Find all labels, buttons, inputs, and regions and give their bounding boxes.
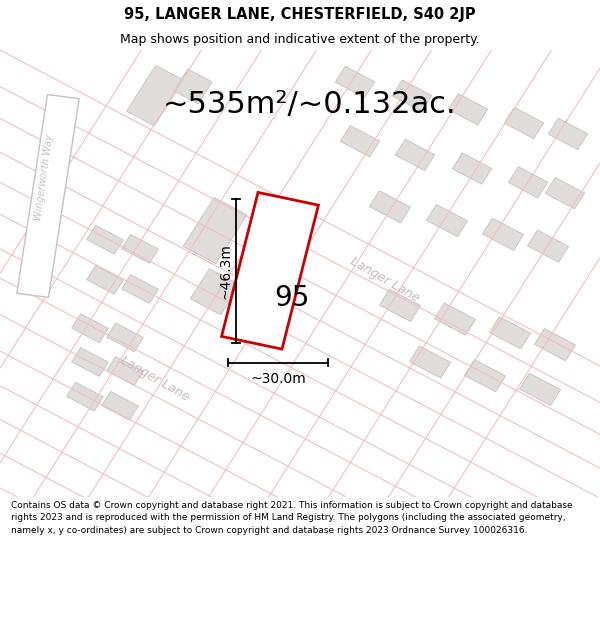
Polygon shape xyxy=(548,118,588,149)
Polygon shape xyxy=(527,230,569,262)
Polygon shape xyxy=(122,274,158,303)
Polygon shape xyxy=(183,198,247,264)
Polygon shape xyxy=(520,373,560,406)
Text: Langer Lane: Langer Lane xyxy=(348,255,422,305)
Polygon shape xyxy=(86,226,124,254)
Polygon shape xyxy=(379,289,421,321)
Polygon shape xyxy=(71,314,109,342)
Text: Wingerworth Way: Wingerworth Way xyxy=(33,134,55,221)
Polygon shape xyxy=(427,204,467,237)
Polygon shape xyxy=(107,357,143,386)
Polygon shape xyxy=(395,139,435,171)
Polygon shape xyxy=(464,359,506,392)
Polygon shape xyxy=(221,192,319,349)
Polygon shape xyxy=(545,177,585,209)
Text: 95: 95 xyxy=(274,284,310,312)
Polygon shape xyxy=(101,391,139,420)
Polygon shape xyxy=(434,303,476,335)
Polygon shape xyxy=(127,66,184,126)
Polygon shape xyxy=(340,126,380,157)
Polygon shape xyxy=(409,346,451,378)
Text: ~535m²/~0.132ac.: ~535m²/~0.132ac. xyxy=(163,90,457,119)
Polygon shape xyxy=(71,348,109,376)
Text: Langer Lane: Langer Lane xyxy=(118,353,192,403)
Polygon shape xyxy=(452,153,492,184)
Polygon shape xyxy=(190,269,239,315)
Polygon shape xyxy=(448,94,488,125)
Polygon shape xyxy=(17,94,79,298)
Polygon shape xyxy=(508,167,548,198)
Polygon shape xyxy=(535,329,575,361)
Polygon shape xyxy=(67,382,103,411)
Polygon shape xyxy=(335,66,375,98)
Polygon shape xyxy=(504,107,544,139)
Text: Contains OS data © Crown copyright and database right 2021. This information is : Contains OS data © Crown copyright and d… xyxy=(11,501,572,535)
Text: ~46.3m: ~46.3m xyxy=(218,243,232,299)
Text: Map shows position and indicative extent of the property.: Map shows position and indicative extent… xyxy=(120,32,480,46)
Text: 95, LANGER LANE, CHESTERFIELD, S40 2JP: 95, LANGER LANE, CHESTERFIELD, S40 2JP xyxy=(124,6,476,21)
Polygon shape xyxy=(392,80,432,111)
Polygon shape xyxy=(174,69,212,104)
Polygon shape xyxy=(122,234,158,263)
Text: ~30.0m: ~30.0m xyxy=(250,372,306,386)
Polygon shape xyxy=(86,266,124,294)
Polygon shape xyxy=(482,218,524,251)
Polygon shape xyxy=(107,323,143,352)
Polygon shape xyxy=(490,317,530,349)
Polygon shape xyxy=(370,191,410,223)
